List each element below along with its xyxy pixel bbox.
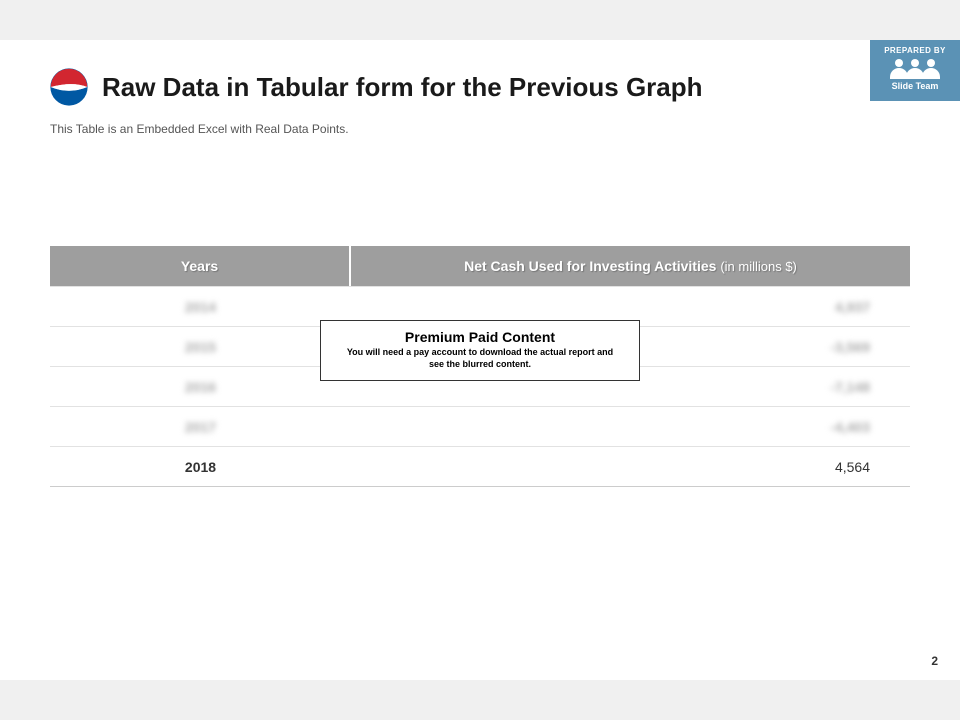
brand-name: Slide Team — [880, 81, 950, 91]
col-header-years: Years — [50, 246, 351, 286]
slide: PREPARED BY Slide Team Raw Data in Tabul… — [0, 40, 960, 680]
header: Raw Data in Tabular form for the Previou… — [0, 40, 960, 116]
team-icon — [880, 59, 950, 79]
cell-value: 4,564 — [351, 459, 910, 475]
table-row: 2017-4,403 — [50, 406, 910, 446]
page-subtitle: This Table is an Embedded Excel with Rea… — [50, 122, 960, 136]
pepsi-logo-icon — [50, 68, 88, 106]
table-row: 20184,564 — [50, 446, 910, 486]
paywall-subtitle: You will need a pay account to download … — [339, 347, 621, 370]
paywall-title: Premium Paid Content — [339, 329, 621, 345]
prepared-by-tab: PREPARED BY Slide Team — [870, 40, 960, 101]
prepared-label: PREPARED BY — [880, 46, 950, 55]
cell-year: 2015 — [50, 339, 351, 355]
cell-value: -4,403 — [351, 419, 910, 435]
cell-year: 2014 — [50, 299, 351, 315]
page-number: 2 — [931, 654, 938, 668]
cell-year: 2017 — [50, 419, 351, 435]
paywall-overlay: Premium Paid Content You will need a pay… — [320, 320, 640, 381]
col-header-value: Net Cash Used for Investing Activities (… — [351, 246, 910, 286]
cell-value: 4,937 — [351, 299, 910, 315]
table-header: Years Net Cash Used for Investing Activi… — [50, 246, 910, 286]
cell-year: 2016 — [50, 379, 351, 395]
cell-year: 2018 — [50, 459, 351, 475]
page-title: Raw Data in Tabular form for the Previou… — [102, 72, 703, 103]
